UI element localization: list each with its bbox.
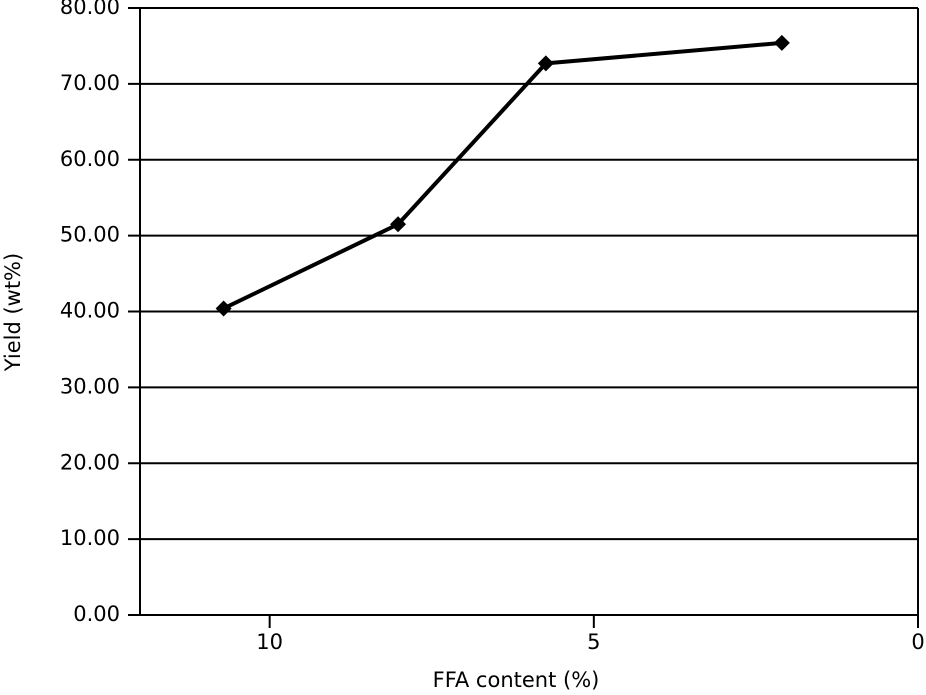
x-axis-label: FFA content (%): [433, 668, 600, 692]
y-axis-label: Yield (wt%): [1, 253, 25, 372]
data-marker: [537, 55, 554, 72]
y-tick-label: 30.00: [60, 374, 120, 398]
data-line: [222, 40, 783, 311]
y-tick-label: 20.00: [60, 450, 120, 474]
x-tick-label: 10: [256, 630, 283, 654]
data-marker: [215, 300, 232, 317]
x-tick-label: 0: [911, 630, 924, 654]
data-marker: [390, 216, 407, 233]
y-tick-label: 10.00: [60, 526, 120, 550]
y-tick-label: 0.00: [73, 602, 120, 626]
y-tick-label: 80.00: [60, 0, 120, 19]
y-tick-label: 70.00: [60, 71, 120, 95]
y-tick-label: 40.00: [60, 299, 120, 323]
y-tick-label: 50.00: [60, 223, 120, 247]
data-marker: [773, 34, 790, 51]
y-tick-label: 60.00: [60, 147, 120, 171]
x-tick-label: 5: [587, 630, 600, 654]
